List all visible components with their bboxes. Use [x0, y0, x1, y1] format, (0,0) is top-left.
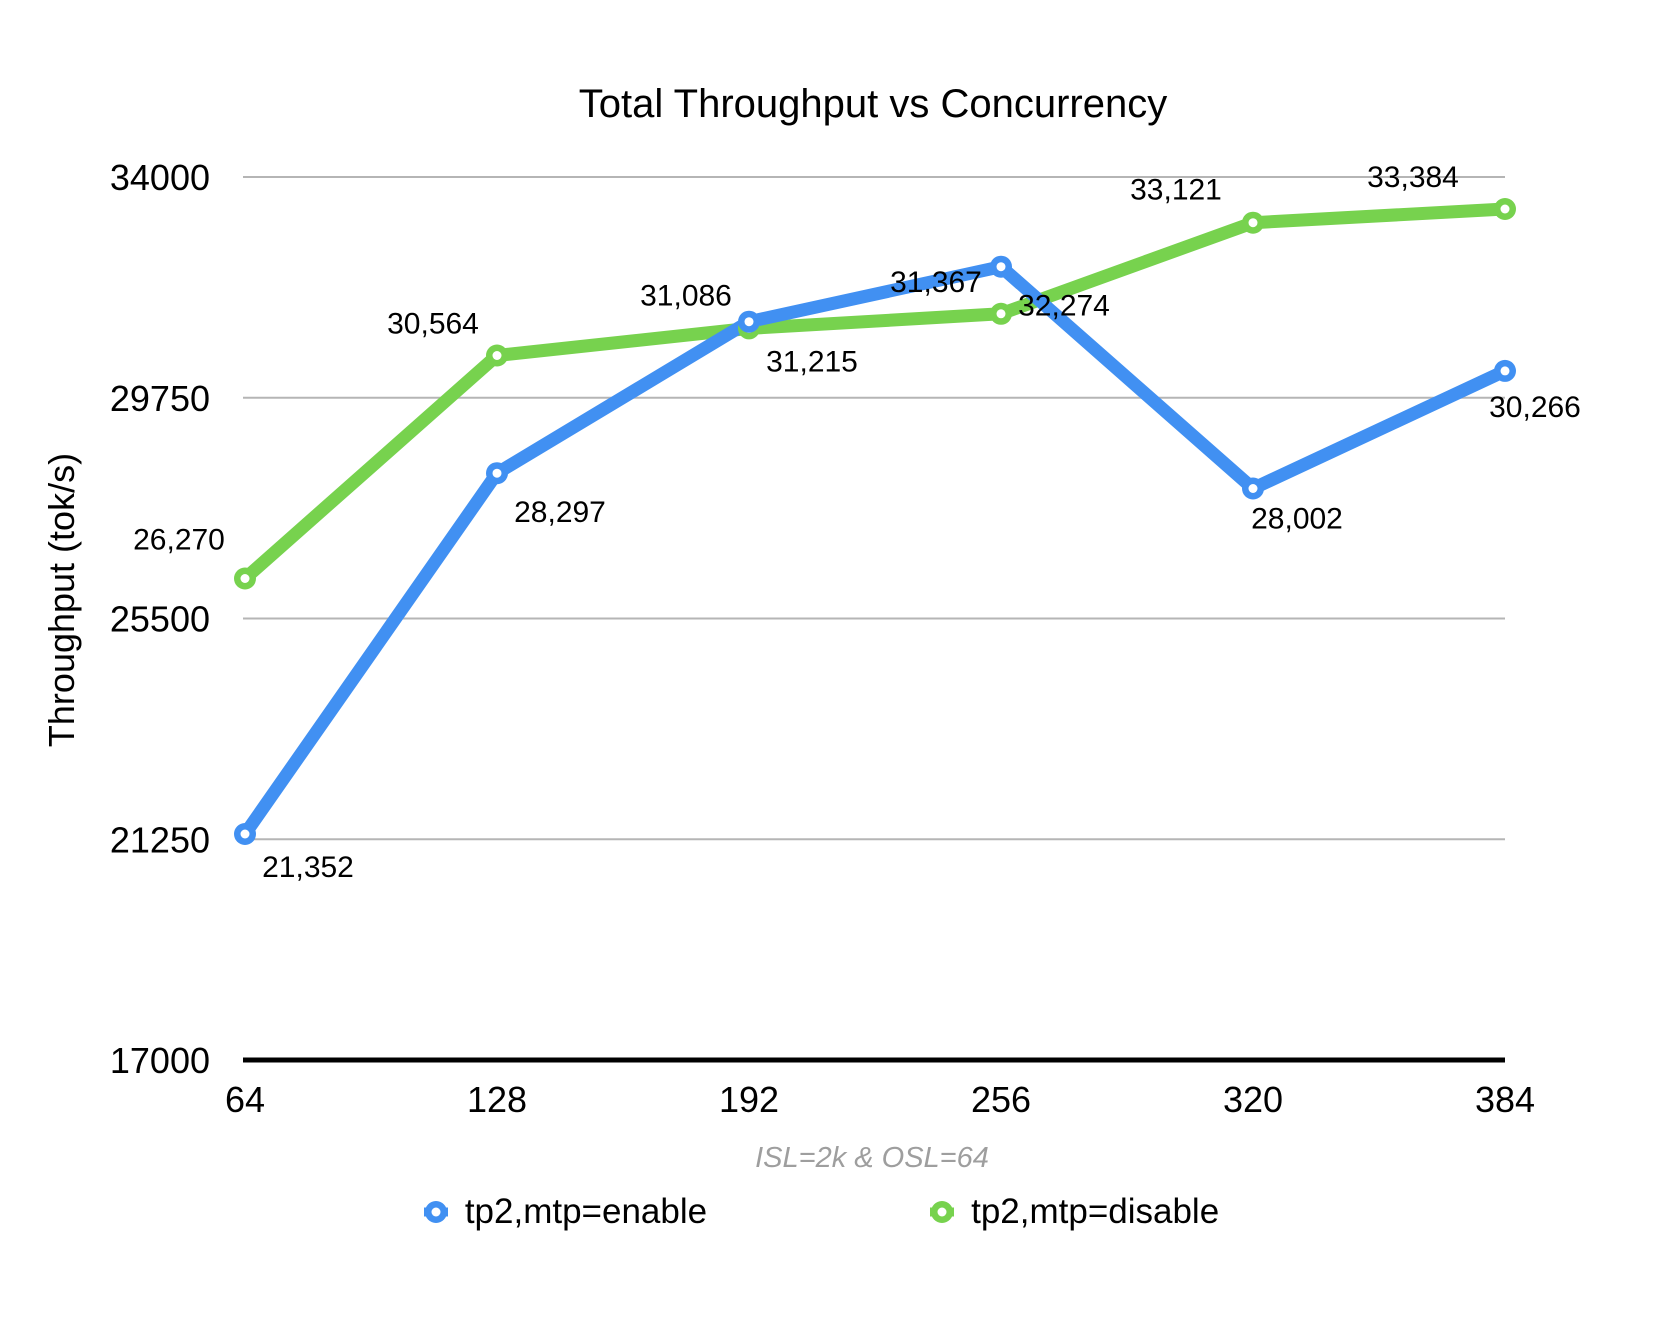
x-axis-title: ISL=2k & OSL=64 [755, 1142, 989, 1174]
x-tick-label: 64 [225, 1079, 265, 1120]
data-point-center-mtp-enable [744, 317, 754, 327]
legend: tp2,mtp=enable tp2,mtp=disable [0, 1186, 1640, 1238]
legend-item-mtp-enable[interactable]: tp2,mtp=enable [421, 1192, 707, 1232]
data-point-label-mtp-enable: 21,352 [262, 851, 354, 884]
y-tick-label: 29750 [110, 378, 210, 419]
data-point-center-mtp-disable [1500, 204, 1510, 214]
data-point-label-mtp-enable: 32,274 [1018, 290, 1110, 323]
data-point-label-mtp-disable: 31,086 [640, 279, 732, 312]
data-point-center-mtp-enable [1248, 484, 1258, 493]
data-point-label-mtp-enable: 31,215 [766, 346, 858, 379]
data-point-center-mtp-enable [240, 829, 250, 839]
data-point-label-mtp-disable: 26,270 [133, 524, 225, 557]
legend-item-mtp-disable[interactable]: tp2,mtp=disable [927, 1192, 1219, 1232]
x-tick-label: 128 [467, 1079, 527, 1120]
x-tick-label: 384 [1475, 1079, 1535, 1120]
data-point-center-mtp-disable [996, 309, 1006, 319]
data-point-center-mtp-disable [1248, 218, 1258, 228]
legend-label-mtp-enable: tp2,mtp=enable [464, 1192, 708, 1231]
data-point-center-mtp-enable [1500, 366, 1510, 376]
data-point-center-mtp-disable [492, 351, 502, 360]
data-point-label-mtp-disable: 33,384 [1367, 161, 1459, 194]
data-point-label-mtp-enable: 28,002 [1251, 503, 1343, 536]
data-point-label-mtp-disable: 33,121 [1130, 174, 1222, 207]
data-point-center-mtp-disable [240, 574, 250, 583]
line-point-icon [423, 1201, 448, 1223]
y-tick-label: 34000 [110, 157, 210, 198]
x-tick-label: 320 [1223, 1079, 1283, 1120]
y-tick-label: 25500 [110, 599, 210, 640]
series-line-mtp-disable [238, 202, 1512, 585]
data-point-label-mtp-disable: 31,367 [890, 266, 982, 299]
y-tick-label: 21250 [110, 819, 210, 860]
data-point-label-mtp-disable: 30,564 [387, 307, 479, 340]
series-line-mtp-enable [238, 260, 1512, 841]
data-point-center-mtp-enable [996, 262, 1006, 272]
chart-title: Total Throughput vs Concurrency [578, 82, 1168, 126]
x-tick-label: 256 [971, 1079, 1031, 1120]
line-point-icon [930, 1201, 955, 1223]
y-tick-label: 17000 [110, 1040, 210, 1081]
x-tick-label: 192 [719, 1079, 779, 1120]
legend-label-mtp-disable: tp2,mtp=disable [971, 1192, 1220, 1231]
data-point-center-mtp-enable [492, 468, 502, 478]
data-point-label-mtp-enable: 28,297 [514, 496, 606, 529]
data-point-label-mtp-enable: 30,266 [1489, 391, 1581, 424]
